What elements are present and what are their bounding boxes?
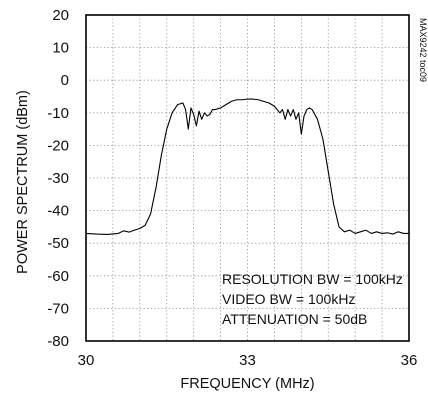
annotation-box: RESOLUTION BW = 100kHz VIDEO BW = 100kHz… (222, 271, 403, 327)
y-tick-label: -20 (47, 137, 69, 154)
y-tick-labels: 20 10 0 -10 -20 -30 -40 -50 -60 -70 -80 (47, 7, 69, 350)
annotation-video-bw: VIDEO BW = 100kHz (222, 291, 355, 307)
y-tick-label: -10 (47, 105, 69, 122)
annotation-attenuation: ATTENUATION = 50dB (222, 311, 367, 327)
x-tick-label: 36 (401, 352, 418, 369)
figure-id-label: MAX9242 toc09 (418, 18, 428, 82)
annotation-resolution-bw: RESOLUTION BW = 100kHz (222, 271, 403, 287)
y-axis-label: POWER SPECTRUM (dBm) (15, 90, 31, 274)
x-tick-labels: 30 33 36 (78, 352, 418, 369)
y-tick-label: 10 (52, 40, 69, 57)
series-layer (85, 98, 409, 235)
y-tick-label: -70 (47, 300, 69, 317)
y-tick-label: -50 (47, 235, 69, 252)
y-tick-label: 0 (61, 72, 69, 89)
x-axis-label: FREQUENCY (MHz) (180, 376, 314, 392)
grid-layer (86, 15, 409, 341)
plot-frame (85, 14, 410, 342)
x-tick-label: 33 (239, 352, 256, 369)
x-tick-label: 30 (78, 352, 95, 369)
y-tick-label: -60 (47, 268, 69, 285)
y-tick-label: -30 (47, 170, 69, 187)
y-tick-label: -80 (47, 333, 69, 350)
spectrum-line-0 (85, 98, 409, 235)
y-tick-label: 20 (52, 7, 69, 24)
y-tick-label: -40 (47, 203, 69, 220)
